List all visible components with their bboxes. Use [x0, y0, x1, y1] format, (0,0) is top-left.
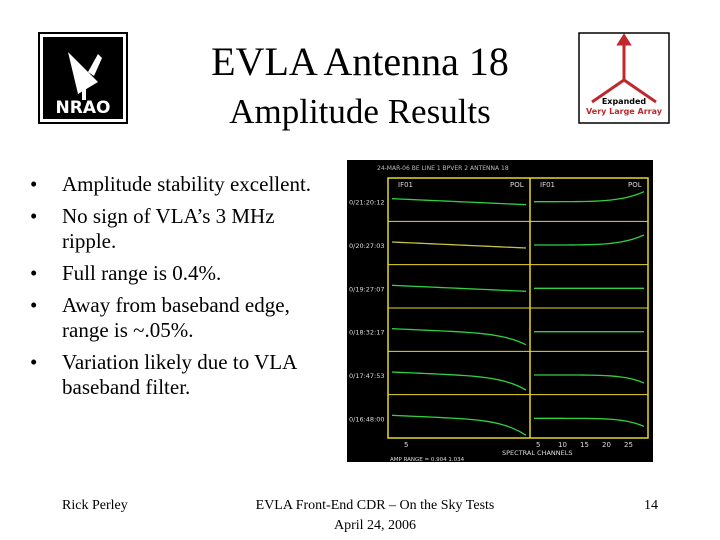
row-label: 0/16:48:00	[349, 415, 385, 423]
bullet: Variation likely due to VLA baseband fil…	[28, 350, 328, 400]
x-tick-label: 20	[602, 441, 611, 449]
trace	[534, 374, 645, 384]
trace	[391, 284, 527, 292]
trace	[391, 198, 527, 206]
plot-image: 24-MAR-06 BE LINE 1 BPVER 2 ANTENNA 18 IF…	[347, 160, 653, 462]
panel-if: IF01	[398, 181, 413, 189]
footer-center: EVLA Front-End CDR – On the Sky Tests Ap…	[200, 496, 550, 536]
nrao-logo: NRAO	[38, 32, 128, 124]
trace	[534, 417, 645, 427]
slide-subtitle: Amplitude Results	[229, 92, 491, 131]
row-label: 0/17:47:53	[349, 372, 385, 380]
bullet: Full range is 0.4%.	[28, 261, 328, 286]
panel-pol: POL	[510, 181, 524, 189]
x-tick-label: 25	[624, 441, 633, 449]
panel-pol: POL	[628, 181, 642, 189]
trace	[391, 414, 527, 436]
row-label: 0/21:20:12	[349, 199, 385, 207]
bullet: Away from baseband edge, range is ~.05%.	[28, 293, 328, 343]
panel-if: IF01	[540, 181, 555, 189]
trace	[533, 191, 645, 203]
footer-author: Rick Perley	[62, 498, 128, 513]
footer-date: April 24, 2006	[333, 518, 417, 533]
x-tick-label: 5	[404, 441, 408, 449]
trace	[391, 328, 527, 346]
bullet-list: Amplitude stability excellent. No sign of…	[28, 172, 328, 407]
bullet: No sign of VLA’s 3 MHz ripple.	[28, 204, 328, 254]
logo-text: Expanded	[602, 97, 647, 106]
footer-event: EVLA Front-End CDR – On the Sky Tests	[255, 498, 495, 513]
trace	[391, 371, 527, 391]
x-tick-label: 10	[558, 441, 567, 449]
trace	[391, 241, 527, 249]
evla-logo: Expanded Very Large Array	[578, 32, 670, 124]
logo-text: NRAO	[56, 98, 111, 118]
row-label: 0/20:27:03	[349, 242, 385, 250]
trace	[534, 234, 645, 246]
x-axis-label: SPECTRAL CHANNELS	[502, 449, 573, 457]
figure-header: 24-MAR-06 BE LINE 1 BPVER 2 ANTENNA 18	[377, 165, 509, 172]
slide-title: EVLA Antenna 18	[211, 39, 509, 84]
page-number: 14	[644, 498, 658, 513]
x-tick-label: 5	[536, 441, 540, 449]
row-label: 0/18:32:17	[349, 329, 385, 337]
row-label: 0/19:27:07	[349, 285, 385, 293]
bullet: Amplitude stability excellent.	[28, 172, 328, 197]
x-tick-label: 15	[580, 441, 589, 449]
figure-note: AMP RANGE = 0.904 1.034	[390, 457, 465, 462]
logo-text: Very Large Array	[586, 107, 663, 116]
